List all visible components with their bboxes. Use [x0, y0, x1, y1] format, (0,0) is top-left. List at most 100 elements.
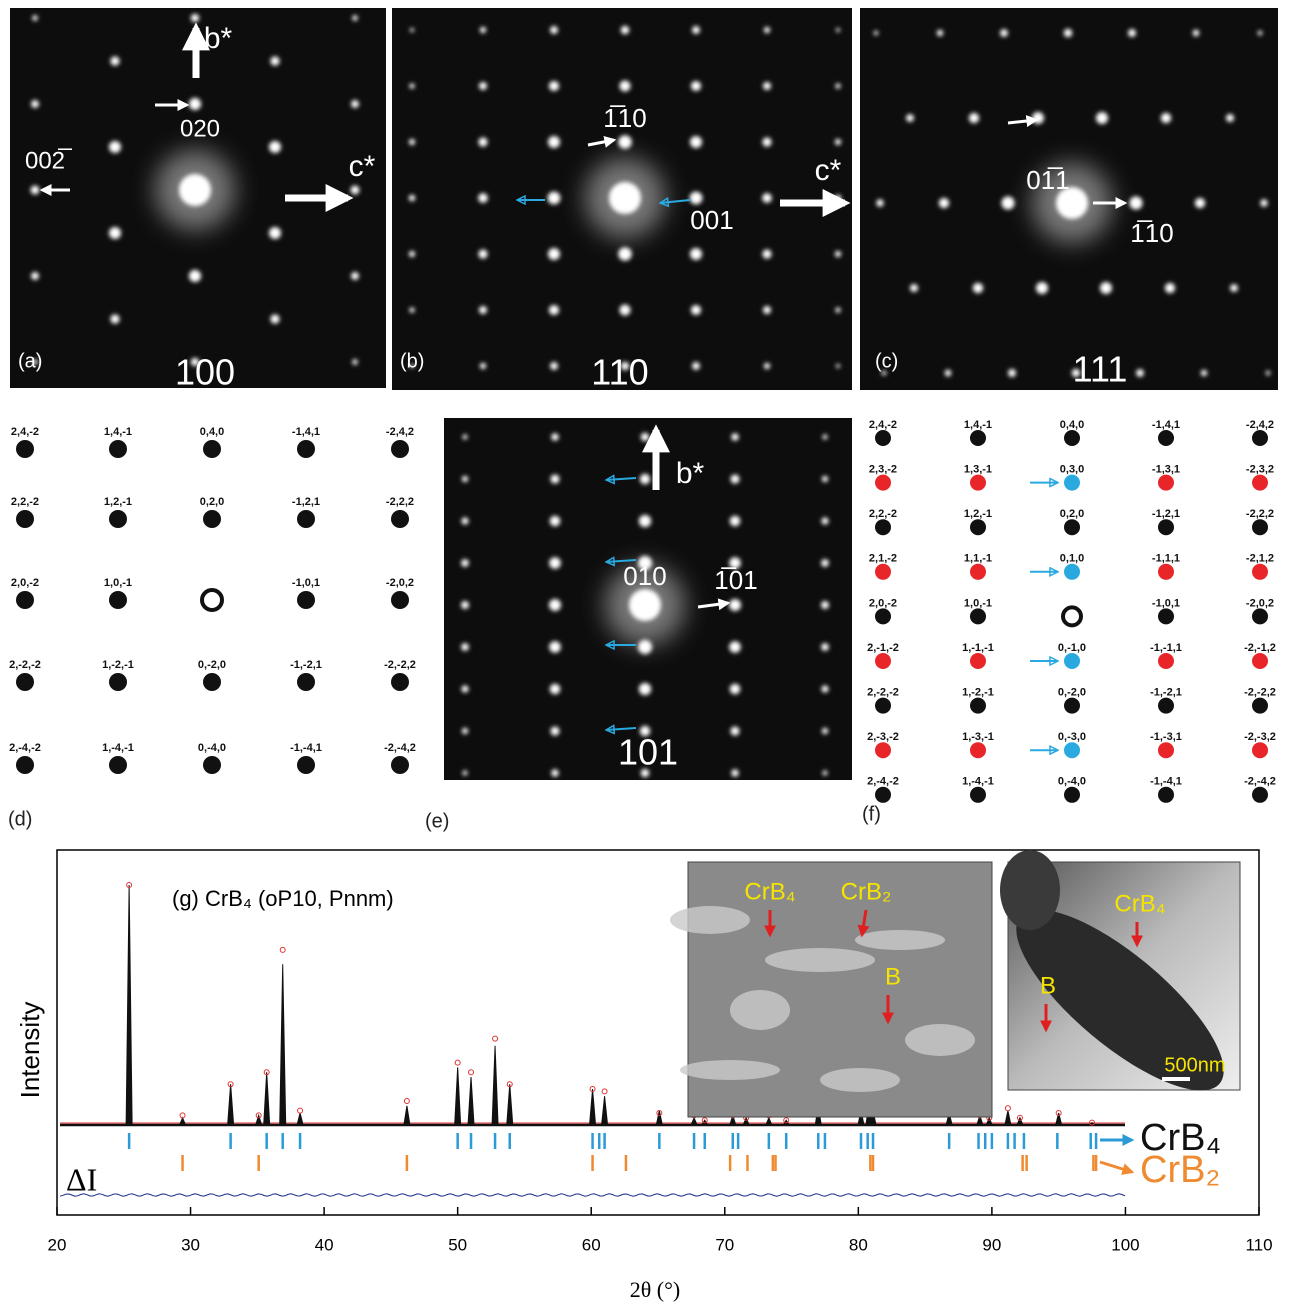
diffraction-spot: [836, 28, 840, 32]
reflection-index: -1,4,1: [292, 426, 320, 438]
diffraction-spot: [461, 559, 469, 567]
diffraction-spot: [548, 136, 560, 148]
index-annotation: 01̅1: [1026, 165, 1069, 195]
diffraction-spot: [1226, 114, 1234, 122]
reflection-index: 0,-4,0: [198, 742, 226, 754]
reflection-spot: [970, 519, 986, 535]
reflection-spot: [109, 440, 127, 458]
panel-label: (b): [400, 350, 424, 372]
reflection-index: -2,-3,2: [1244, 731, 1276, 743]
reflection-index: -2,-4,2: [384, 742, 416, 754]
diffraction-spot: [110, 56, 119, 65]
diffraction-spot: [618, 135, 632, 149]
diffraction-spot: [822, 476, 828, 482]
diffraction-spot: [835, 251, 841, 257]
diffraction-spot: [690, 136, 702, 148]
diffraction-spot: [109, 227, 121, 239]
diffraction-spot: [621, 26, 630, 35]
diffraction-spot: [191, 14, 199, 22]
diffraction-spot: [821, 601, 829, 609]
diffraction-panel: b*0101̅01101: [444, 418, 852, 780]
diffraction-spot: [269, 141, 281, 153]
diffraction-spot: [462, 476, 468, 482]
reflection-index: -1,-4,1: [290, 742, 322, 754]
reflection-spot: [203, 673, 221, 691]
reflection-spot: [875, 787, 891, 803]
reflection-spot: [391, 591, 409, 609]
x-tick-label: 70: [715, 1235, 734, 1254]
diffraction-spot: [1032, 112, 1044, 124]
reflection-spot: [1252, 608, 1268, 624]
reflection-index: 1,2,-1: [964, 508, 992, 520]
reflection-spot: [1158, 430, 1174, 446]
observed-point: [1005, 1106, 1010, 1111]
diffraction-spot: [1008, 369, 1016, 377]
x-axis-label: 2θ (°): [630, 1277, 681, 1302]
reflection-spot: [1064, 519, 1080, 535]
reflection-spot: [875, 519, 891, 535]
diffraction-spot: [731, 769, 739, 777]
diffraction-spot: [969, 113, 979, 123]
reflection-index: 2,4,-2: [11, 426, 39, 438]
diffraction-spot: [1161, 113, 1171, 123]
reflection-spot: [875, 475, 891, 491]
reflection-spot: [875, 742, 891, 758]
diffraction-spot: [549, 81, 559, 91]
reflection-spot: [1158, 742, 1174, 758]
reflection-spot: [1064, 653, 1080, 669]
diffraction-spot: [639, 515, 651, 527]
calculated-peak: [468, 1077, 474, 1125]
reflection-index: 0,2,0: [200, 496, 224, 508]
diffraction-spot: [549, 305, 559, 315]
reflection-index: -1,2,1: [292, 496, 320, 508]
reflection-index: 0,4,0: [1060, 419, 1084, 431]
reflection-spot: [297, 591, 315, 609]
diffraction-panel: 01̅11̅10111(c): [860, 8, 1278, 390]
diffraction-spot: [729, 599, 741, 611]
calculated-peak: [228, 1084, 234, 1125]
diffraction-spot: [1000, 29, 1008, 37]
zone-axis: 110: [591, 352, 648, 393]
scale-bar-label: 500nm: [1164, 1054, 1225, 1076]
sem-grain: [670, 906, 750, 934]
reflection-spot: [1252, 787, 1268, 803]
diffraction-spot: [409, 307, 414, 312]
diffraction-spot: [1096, 112, 1108, 124]
phase-label: CrB₂: [841, 878, 892, 905]
diffraction-spot: [973, 283, 983, 293]
diffraction-spot: [937, 30, 943, 36]
diffraction-spot: [1100, 282, 1112, 294]
diffraction-spot: [478, 137, 487, 146]
diffraction-spot: [352, 15, 358, 21]
diffraction-spot: [762, 137, 771, 146]
diffraction-spot: [1001, 196, 1014, 209]
sem-grain: [820, 1068, 900, 1092]
calculated-peak: [507, 1084, 513, 1125]
panel-label: (f): [862, 803, 881, 825]
diffraction-spot: [692, 362, 700, 370]
reflection-spot: [1252, 742, 1268, 758]
reflection-spot: [1158, 608, 1174, 624]
diffraction-spot: [821, 559, 829, 567]
reflection-spot: [391, 440, 409, 458]
observed-point: [455, 1060, 460, 1065]
diffraction-spot: [550, 726, 559, 735]
diffraction-spot: [692, 26, 700, 34]
diffraction-spot: [551, 433, 559, 441]
reflection-index: 0,-2,0: [1058, 687, 1086, 699]
reflection-index: -2,-2,2: [1244, 687, 1276, 699]
reflection-index: -1,4,1: [1152, 419, 1180, 431]
diffraction-spot: [352, 359, 358, 365]
reflection-index: -2,0,2: [386, 577, 414, 589]
diffraction-spot: [351, 272, 359, 280]
calculated-peak: [691, 1118, 697, 1125]
reflection-spot: [1064, 564, 1080, 580]
diffraction-spot: [1230, 284, 1238, 292]
reflection-index: 0,1,0: [1060, 553, 1084, 565]
reflection-index: 0,-3,0: [1058, 731, 1086, 743]
diffraction-spot: [550, 516, 561, 527]
diffraction-spot: [618, 247, 632, 261]
reflection-spot: [1158, 519, 1174, 535]
observed-point: [280, 947, 285, 952]
reflection-index: 2,-4,-2: [867, 776, 899, 788]
